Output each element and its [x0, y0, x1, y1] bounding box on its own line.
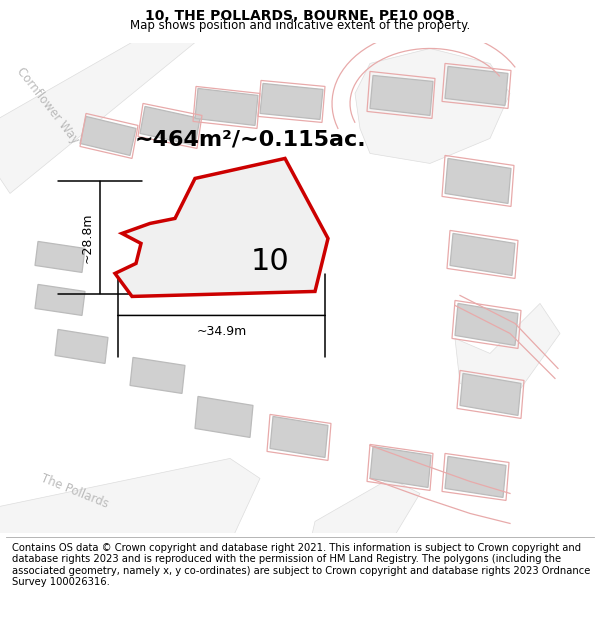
Text: ~28.8m: ~28.8m	[81, 213, 94, 262]
Polygon shape	[455, 303, 560, 404]
Text: 10, THE POLLARDS, BOURNE, PE10 0QB: 10, THE POLLARDS, BOURNE, PE10 0QB	[145, 9, 455, 22]
Polygon shape	[0, 459, 260, 543]
Polygon shape	[455, 303, 518, 346]
Polygon shape	[195, 88, 258, 126]
Polygon shape	[115, 159, 328, 296]
Polygon shape	[80, 116, 136, 156]
Polygon shape	[445, 159, 511, 204]
Polygon shape	[0, 23, 200, 194]
Text: Map shows position and indicative extent of the property.: Map shows position and indicative extent…	[130, 19, 470, 32]
Polygon shape	[460, 374, 521, 416]
Polygon shape	[445, 456, 506, 498]
Polygon shape	[370, 76, 433, 116]
Text: ~34.9m: ~34.9m	[196, 326, 247, 339]
Text: ~464m²/~0.115ac.: ~464m²/~0.115ac.	[135, 129, 367, 149]
Text: 10: 10	[251, 247, 289, 276]
Text: The Pollards: The Pollards	[39, 472, 111, 511]
Polygon shape	[130, 357, 185, 394]
Polygon shape	[195, 396, 253, 437]
Polygon shape	[450, 234, 515, 276]
Polygon shape	[445, 66, 508, 106]
Polygon shape	[140, 106, 200, 146]
Polygon shape	[210, 221, 285, 271]
Polygon shape	[55, 329, 108, 363]
Text: Contains OS data © Crown copyright and database right 2021. This information is : Contains OS data © Crown copyright and d…	[12, 542, 590, 588]
Polygon shape	[310, 479, 420, 543]
Polygon shape	[355, 48, 510, 164]
Polygon shape	[370, 446, 431, 488]
Polygon shape	[35, 284, 85, 316]
Text: Cornflower Way: Cornflower Way	[14, 65, 82, 146]
Polygon shape	[35, 241, 85, 272]
Polygon shape	[270, 416, 328, 457]
Polygon shape	[260, 83, 323, 119]
